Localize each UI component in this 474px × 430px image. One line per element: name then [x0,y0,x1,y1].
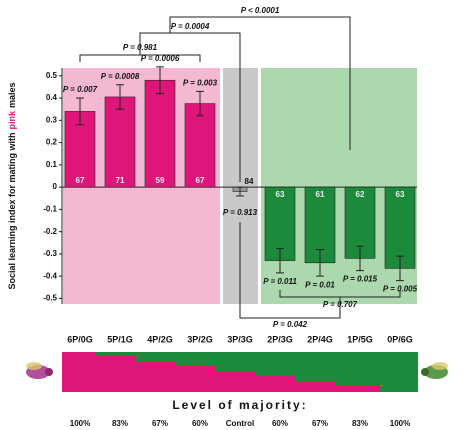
comparison-label: P = 0.042 [273,320,308,329]
n-label: 84 [245,177,254,186]
comparison-bracket [239,222,341,319]
error-bar [396,255,404,282]
n-label: 67 [76,176,85,185]
n-label: 63 [396,190,405,199]
majority-level: 67% [152,419,168,428]
n-label: 62 [356,190,365,199]
p-value-label: P = 0.0008 [101,72,140,81]
error-bar [316,248,324,277]
majority-level: 60% [192,419,208,428]
p-value-label: P = 0.015 [343,275,378,284]
comparison-bracket [169,16,351,150]
fly-left [26,362,53,379]
p-value-label: P = 0.0006 [141,54,180,63]
comparison-label: P = 0.0004 [171,22,210,31]
p-value-label: P = 0.003 [183,78,218,87]
x-tick-label: 1P/5G [347,334,373,344]
majority-level: 67% [312,419,328,428]
x-tick-label: 2P/3G [267,334,293,344]
n-label: 63 [276,190,285,199]
fly-right [421,362,448,379]
p-value-label: P = 0.01 [305,280,335,289]
error-bar [116,84,124,110]
majority-level: Control [226,419,254,428]
error-bar [236,186,244,197]
error-bar [356,245,364,272]
majority-level: 83% [112,419,128,428]
error-bar [76,97,84,126]
error-bar [196,90,204,117]
y-tick-label: -0.2 [43,227,57,236]
y-tick-label: -0.4 [43,271,57,280]
y-tick-label: 0.5 [46,71,58,80]
n-label: 71 [116,176,125,185]
bar [384,186,416,269]
y-axis-label: Social learning index for mating with pin… [7,82,17,289]
x-tick-label: 4P/2G [147,334,173,344]
x-tick-label: 2P/4G [307,334,333,344]
y-tick-label: 0.4 [46,93,58,102]
y-tick-label: 0.2 [46,138,58,147]
p-value-label: P = 0.913 [223,208,258,217]
comparison-label: P < 0.0001 [241,6,280,15]
y-tick-label: -0.5 [43,294,57,303]
majority-level: 83% [352,419,368,428]
majority-level: 60% [272,419,288,428]
bar [184,103,216,188]
y-tick-label: -0.3 [43,249,57,258]
majority-strip-pink [62,352,380,392]
y-tick-label: -0.1 [43,204,57,213]
p-value-label: P = 0.005 [383,285,418,294]
y-label-part: males [7,82,17,108]
x-tick-label: 5P/1G [107,334,133,344]
p-value-label: P = 0.011 [263,277,297,286]
y-tick-label: 0.3 [46,115,58,124]
y-tick-label: 0.1 [46,160,58,169]
p-value-label: P = 0.007 [63,85,98,94]
majority-level: 100% [390,419,410,428]
n-label: 67 [196,176,205,185]
x-tick-label: 3P/2G [187,334,213,344]
majority-title: Level of majority: [172,398,307,412]
bar [144,79,176,188]
majority-level: 100% [70,419,90,428]
n-label: 61 [316,190,325,199]
error-bar [156,66,164,95]
y-label-part: Social learning index for mating with [7,133,17,290]
error-bar [276,247,284,274]
x-tick-label: 0P/6G [387,334,413,344]
bar [104,96,136,188]
x-tick-label: 3P/3G [227,334,253,344]
y-tick-label: 0 [53,182,58,191]
x-tick-label: 6P/0G [67,334,93,344]
y-label-pink: pink [7,110,17,129]
comparison-bracket [139,32,241,182]
n-label: 59 [156,176,165,185]
